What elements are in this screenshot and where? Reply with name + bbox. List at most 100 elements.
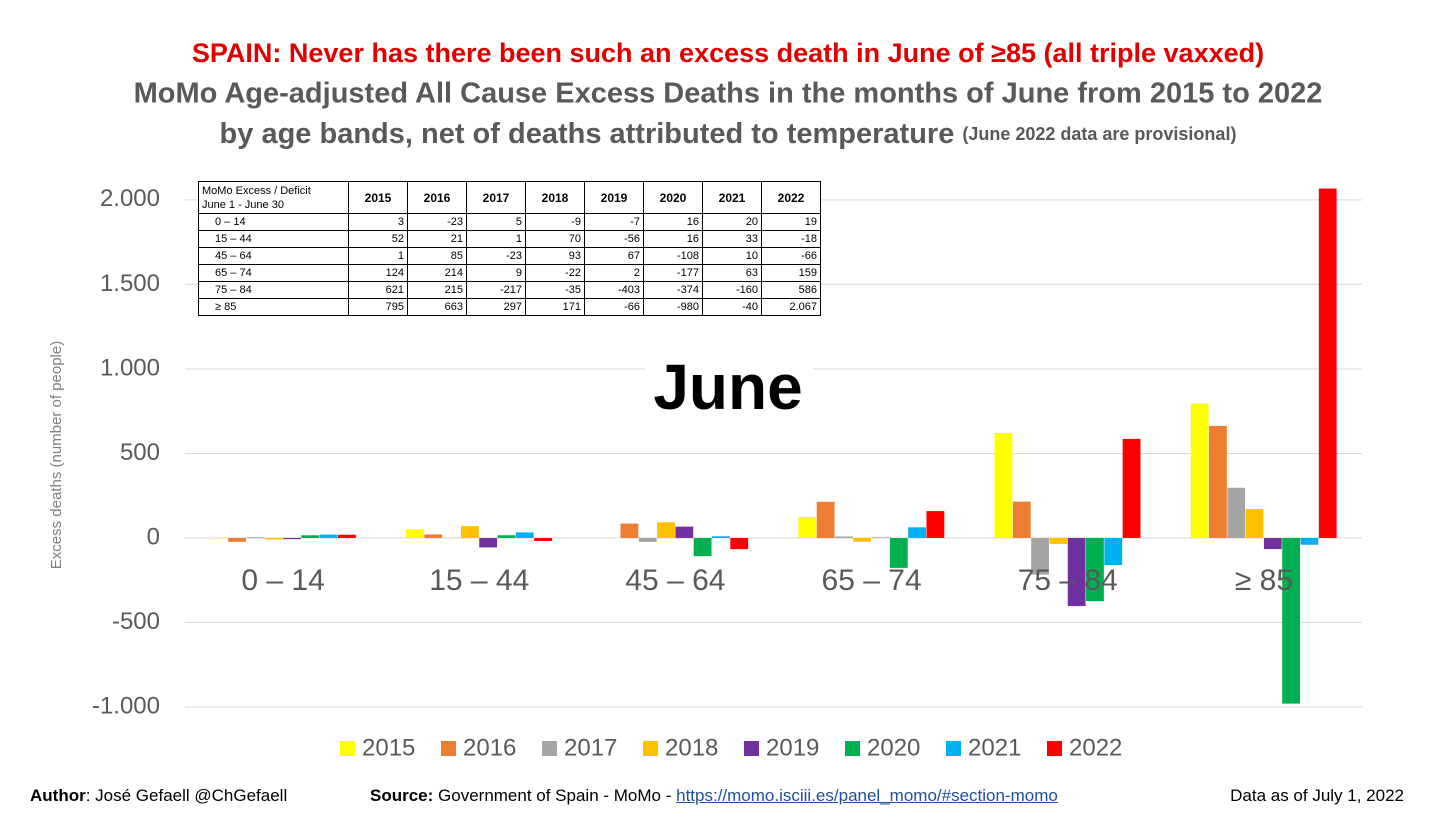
data-date: Data as of July 1, 2022 bbox=[1230, 786, 1404, 805]
bar bbox=[1049, 537, 1068, 544]
legend-label: 2019 bbox=[766, 734, 819, 761]
x-tick-label: 75 – 84 bbox=[1018, 564, 1118, 597]
bar bbox=[1227, 487, 1246, 538]
table-cell: 5 bbox=[466, 213, 526, 231]
data-table: MoMo Excess / Deficit June 1 - June 30 201… bbox=[198, 181, 821, 316]
bar bbox=[908, 527, 926, 538]
table-row: 65 – 74 124 214 9 -22 2 -177 63 159 bbox=[198, 264, 821, 282]
bar bbox=[798, 517, 817, 538]
bar bbox=[534, 537, 552, 542]
table-cell: -66 bbox=[584, 298, 644, 316]
bar bbox=[246, 537, 265, 538]
bar bbox=[1300, 537, 1319, 545]
y-tick-label: 2.000 bbox=[100, 185, 160, 212]
table-cell: 33 bbox=[702, 230, 762, 248]
table-cell: 2.067 bbox=[761, 298, 821, 316]
table-cell: 795 bbox=[348, 298, 408, 316]
table-row: 45 – 64 1 85 -23 93 67 -108 10 -66 bbox=[198, 247, 821, 265]
table-cell: 19 bbox=[761, 213, 821, 231]
legend-swatch bbox=[1047, 741, 1062, 756]
y-tick-label: 500 bbox=[120, 439, 160, 466]
legend-swatch bbox=[946, 741, 961, 756]
author-label: Author bbox=[30, 786, 86, 805]
table-cell: 1 bbox=[348, 247, 408, 265]
bar bbox=[1012, 501, 1031, 538]
table-row-label: 0 – 14 bbox=[198, 213, 349, 231]
table-cell: 214 bbox=[407, 264, 467, 282]
bar bbox=[1067, 537, 1086, 607]
table-cell: -980 bbox=[643, 298, 703, 316]
table-row: ≥ 85 795 663 297 171 -66 -980 -40 2.067 bbox=[198, 298, 821, 316]
y-axis-label: Excess deaths (number of people) bbox=[48, 341, 65, 569]
table-cell: -9 bbox=[525, 213, 585, 231]
bar bbox=[730, 537, 749, 550]
table-cell: 3 bbox=[348, 213, 408, 231]
bar bbox=[1122, 438, 1141, 538]
bar bbox=[301, 535, 320, 538]
bar bbox=[853, 537, 872, 542]
bar bbox=[424, 534, 443, 538]
note: (June 2022 data are provisional) bbox=[962, 124, 1236, 144]
bar bbox=[889, 537, 908, 568]
table-cell: -7 bbox=[584, 213, 644, 231]
table-row: 75 – 84 621 215 -217 -35 -403 -374 -160 586 bbox=[198, 281, 821, 299]
table-column-header: 2020 bbox=[643, 181, 703, 214]
table-cell: 159 bbox=[761, 264, 821, 282]
x-tick-label: 45 – 64 bbox=[625, 564, 725, 597]
bar bbox=[319, 534, 338, 538]
legend-swatch bbox=[542, 741, 557, 756]
table-cell: -56 bbox=[584, 230, 644, 248]
table-cell: -160 bbox=[702, 281, 762, 299]
table-cell: 70 bbox=[525, 230, 585, 248]
bar bbox=[209, 537, 228, 538]
table-row: 0 – 14 3 -23 5 -9 -7 16 20 19 bbox=[198, 213, 821, 231]
legend-swatch bbox=[643, 741, 658, 756]
bar bbox=[926, 511, 945, 538]
legend-label: 2020 bbox=[867, 734, 920, 761]
x-tick-label: 0 – 14 bbox=[241, 564, 324, 597]
table-cell: -177 bbox=[643, 264, 703, 282]
table-row-label: 75 – 84 bbox=[198, 281, 349, 299]
bar bbox=[834, 536, 853, 538]
bar bbox=[1209, 425, 1227, 538]
bar bbox=[1031, 537, 1049, 575]
bar bbox=[657, 522, 675, 538]
bar bbox=[479, 537, 498, 548]
chart-subtitle: by age bands, net of deaths attributed t… bbox=[220, 118, 1237, 150]
table-cell: -66 bbox=[761, 247, 821, 265]
table-column-header: 2022 bbox=[761, 181, 821, 214]
table-row-label: ≥ 85 bbox=[198, 298, 349, 316]
bar bbox=[994, 432, 1013, 538]
table-cell: -23 bbox=[407, 213, 467, 231]
bar bbox=[460, 526, 479, 538]
table-cell: 171 bbox=[525, 298, 585, 316]
table-cell: 20 bbox=[702, 213, 762, 231]
source-link[interactable]: https://momo.isciii.es/panel_momo/#secti… bbox=[676, 786, 1058, 805]
table-cell: 10 bbox=[702, 247, 762, 265]
legend-swatch bbox=[441, 741, 456, 756]
table-cell: 1 bbox=[466, 230, 526, 248]
x-tick-label: 15 – 44 bbox=[429, 564, 529, 597]
table-cell: 52 bbox=[348, 230, 408, 248]
legend-label: 2015 bbox=[362, 734, 415, 761]
y-tick-label: -1.000 bbox=[92, 692, 160, 719]
table-header-row: MoMo Excess / Deficit June 1 - June 30 201… bbox=[198, 181, 821, 214]
bar bbox=[1263, 537, 1282, 550]
legend-swatch bbox=[744, 741, 759, 756]
table-cell: 67 bbox=[584, 247, 644, 265]
table-column-header: 2015 bbox=[348, 181, 408, 214]
x-tick-label: 65 – 74 bbox=[822, 564, 922, 597]
y-tick-label: 1.500 bbox=[100, 270, 160, 297]
legend-label: 2018 bbox=[665, 734, 718, 761]
table-cell: 663 bbox=[407, 298, 467, 316]
bar bbox=[515, 532, 534, 538]
table-row-label: 15 – 44 bbox=[198, 230, 349, 248]
bar bbox=[1190, 403, 1209, 538]
table-cell: 124 bbox=[348, 264, 408, 282]
table-column-header: 2021 bbox=[702, 181, 762, 214]
bar bbox=[497, 535, 516, 538]
legend-label: 2021 bbox=[968, 734, 1021, 761]
annotation: June bbox=[653, 351, 802, 423]
bar bbox=[337, 534, 356, 538]
author-name: : José Gefaell @ChGefaell bbox=[85, 786, 288, 805]
